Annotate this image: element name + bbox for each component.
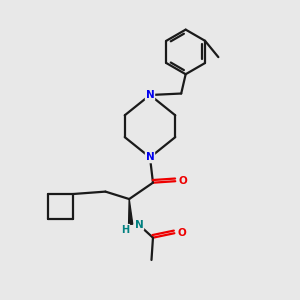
- Text: N: N: [146, 90, 154, 100]
- Text: N: N: [135, 220, 143, 230]
- Text: H: H: [121, 225, 129, 235]
- Text: N: N: [146, 152, 154, 162]
- Text: O: O: [178, 176, 187, 186]
- Text: O: O: [177, 228, 186, 238]
- Polygon shape: [129, 199, 133, 224]
